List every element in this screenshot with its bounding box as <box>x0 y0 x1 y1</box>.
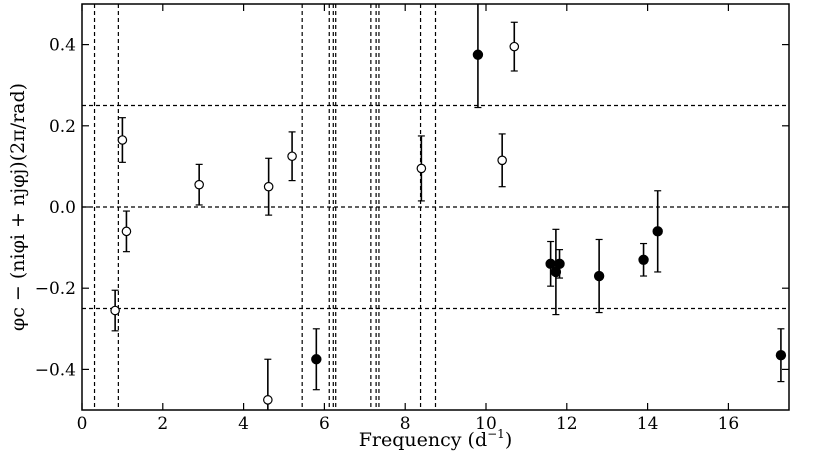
open-point <box>121 210 132 253</box>
data-point-marker <box>263 181 274 192</box>
filled-point <box>545 240 556 287</box>
filled-point <box>638 242 649 277</box>
data-point-marker <box>509 41 520 52</box>
filled-point <box>472 4 484 109</box>
data-point-marker <box>554 258 565 270</box>
data-point-marker <box>263 395 273 405</box>
y-tick-label: 0.0 <box>49 198 76 218</box>
y-tick-label: −0.2 <box>35 279 76 299</box>
x-tick-label: 12 <box>556 414 578 434</box>
open-point <box>194 163 204 206</box>
data-point-marker <box>593 270 605 282</box>
x-tick-label: 16 <box>718 414 740 434</box>
filled-point <box>593 238 605 314</box>
open-point <box>117 117 128 163</box>
open-point <box>416 135 427 202</box>
x-axis-label: Frequency (d−1) <box>359 427 513 451</box>
y-tick-label: 0.4 <box>49 36 76 56</box>
x-tick-label: 14 <box>637 414 659 434</box>
filled-point <box>652 190 663 273</box>
x-tick-label: 10 <box>475 414 497 434</box>
filled-point <box>775 328 787 383</box>
open-point <box>287 131 297 182</box>
open-point <box>110 289 120 332</box>
y-tick-label: 0.2 <box>49 117 76 137</box>
y-tick-label: −0.4 <box>35 360 76 380</box>
data-point-marker <box>545 258 556 270</box>
data-point-marker <box>497 155 507 166</box>
data-point-marker <box>472 49 484 60</box>
data-point-marker <box>121 226 132 237</box>
data-point-marker <box>110 305 120 316</box>
data-point-marker <box>638 254 649 265</box>
x-axis-label-main: Frequency (d <box>359 429 487 451</box>
data-point-marker <box>775 349 787 361</box>
x-axis-label-end: ) <box>505 429 512 451</box>
filled-point <box>311 328 322 391</box>
x-tick-label: 2 <box>157 414 168 434</box>
x-tick-label: 0 <box>77 414 88 434</box>
filled-point <box>554 249 565 279</box>
x-tick-label: 6 <box>319 414 330 434</box>
x-axis-label-sup: −1 <box>487 427 505 441</box>
x-tick-label: 8 <box>400 414 411 434</box>
data-point-marker <box>311 354 322 365</box>
axis-ticks: 0 2 4 6 8 10 12 14 16 −0.4 −0.2 0.0 0.2 0.4 <box>35 4 789 434</box>
open-point <box>263 358 273 410</box>
open-point <box>263 157 274 216</box>
data-point-marker <box>416 163 427 174</box>
data-point-marker <box>287 151 297 162</box>
open-point <box>509 21 520 72</box>
x-tick-label: 4 <box>238 414 249 434</box>
data-point-marker <box>194 179 204 190</box>
open-point <box>497 133 507 188</box>
y-axis-label: φc − (niφi + njφj)(2π/rad) <box>7 83 29 331</box>
data-point-marker <box>117 135 128 145</box>
data-points <box>110 4 787 410</box>
data-point-marker <box>652 226 663 237</box>
reference-lines <box>82 4 789 410</box>
